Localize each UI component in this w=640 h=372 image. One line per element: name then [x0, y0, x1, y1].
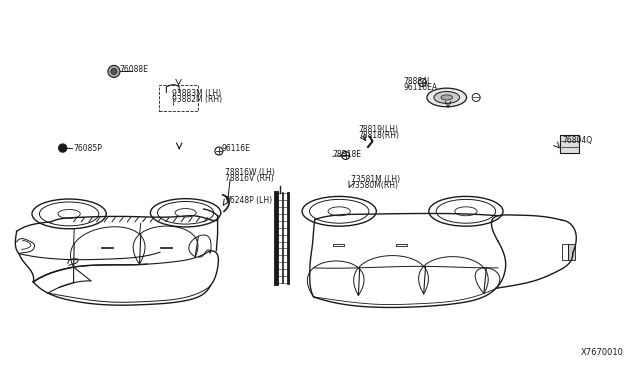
- Bar: [560, 135, 579, 153]
- Text: 78B18E: 78B18E: [333, 150, 362, 159]
- Text: 76088E: 76088E: [119, 65, 148, 74]
- Text: 73580M(RH): 73580M(RH): [351, 181, 399, 190]
- Ellipse shape: [441, 95, 452, 100]
- Text: 78816W (LH): 78816W (LH): [225, 168, 275, 177]
- Text: 96116EA: 96116EA: [403, 83, 437, 92]
- Text: 76248P (LH): 76248P (LH): [225, 196, 273, 205]
- Bar: [396, 244, 407, 246]
- Text: 73581M (LH): 73581M (LH): [351, 175, 400, 184]
- Text: 78819(LH): 78819(LH): [358, 125, 398, 134]
- Ellipse shape: [434, 92, 460, 103]
- Text: 78818(RH): 78818(RH): [358, 131, 399, 140]
- Circle shape: [108, 65, 120, 77]
- Bar: [160, 247, 172, 248]
- Text: 76085P: 76085P: [74, 144, 102, 153]
- Circle shape: [111, 68, 117, 74]
- Circle shape: [59, 144, 67, 152]
- Text: 78816V (RH): 78816V (RH): [225, 174, 274, 183]
- Bar: [562, 244, 568, 260]
- Ellipse shape: [427, 88, 467, 107]
- Bar: [568, 244, 575, 260]
- Bar: [159, 85, 198, 111]
- Text: 76804Q: 76804Q: [562, 136, 592, 145]
- Bar: [333, 244, 344, 246]
- Text: 93883M (LH): 93883M (LH): [172, 89, 221, 98]
- Text: 78884J: 78884J: [403, 77, 429, 86]
- Bar: [101, 247, 113, 248]
- Text: X7670010: X7670010: [581, 348, 624, 357]
- Text: 96116E: 96116E: [221, 144, 250, 153]
- Text: 93882M (RH): 93882M (RH): [172, 95, 221, 104]
